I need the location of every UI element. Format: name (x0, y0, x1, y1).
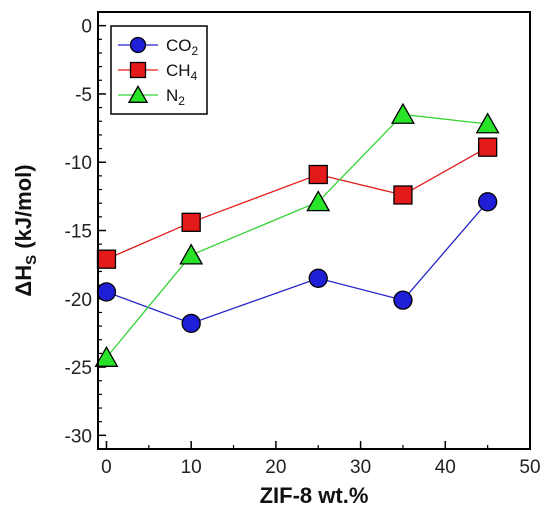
data-point (393, 185, 413, 205)
data-point (308, 268, 328, 288)
legend-label: CH4 (166, 61, 198, 83)
data-point (477, 137, 498, 157)
legend-item: N2 (118, 85, 185, 108)
data-point (475, 112, 500, 134)
y-tick-label: -25 (65, 358, 92, 379)
series-square (106, 146, 488, 260)
y-tick-label: -30 (65, 426, 92, 447)
y-axis-label-main: ΔH (11, 265, 36, 297)
series-triangle (105, 113, 488, 358)
y-axis-label: ΔHS (kJ/mol) (11, 164, 40, 296)
series-circle (106, 201, 489, 325)
series-layer (94, 102, 500, 367)
series-line (105, 113, 488, 358)
x-tick-label: 20 (265, 457, 286, 478)
data-point (94, 345, 119, 367)
x-tick-label: 10 (181, 457, 202, 478)
y-axis-label-units: (kJ/mol) (11, 164, 36, 254)
data-point (477, 192, 498, 212)
y-tick-label: -15 (65, 222, 92, 243)
legend-label: CO2 (166, 36, 199, 58)
x-axis-label: ZIF-8 wt.% (260, 483, 369, 508)
data-point (127, 85, 149, 103)
plot-frame (97, 11, 531, 450)
x-tick-label: 30 (350, 457, 371, 478)
legend-item: CO2 (118, 36, 199, 58)
data-point (179, 243, 204, 265)
y-tick-label: -20 (65, 290, 92, 311)
legend: CO2 CH4 N2 (110, 25, 208, 115)
data-point (181, 313, 201, 334)
y-tick-label: -5 (75, 85, 92, 106)
data-point (129, 61, 147, 79)
data-point (393, 290, 413, 310)
y-axis-label-subscript: S (23, 255, 40, 265)
data-point (308, 164, 328, 185)
data-point (181, 212, 201, 232)
series-markers-square (96, 137, 498, 269)
data-point (96, 249, 117, 269)
series-line (106, 146, 488, 260)
y-tick-label: 0 (81, 17, 92, 38)
data-point (390, 102, 415, 124)
x-tick-label: 50 (519, 457, 540, 478)
legend-label: N2 (166, 86, 185, 108)
y-tick-label: -10 (65, 153, 92, 174)
data-point (129, 36, 147, 54)
data-point (96, 282, 117, 302)
axis-ticks: 0 10 20 30 40 50 0 -5 -10 -15 -20 -25 -30 (65, 17, 541, 478)
series-markers-triangle (94, 102, 500, 367)
legend-item: CH4 (118, 61, 198, 83)
x-tick-label: 40 (435, 457, 456, 478)
series-line (106, 201, 489, 325)
x-tick-label: 0 (101, 457, 112, 478)
series-markers-circle (96, 192, 498, 334)
data-point (306, 190, 331, 212)
